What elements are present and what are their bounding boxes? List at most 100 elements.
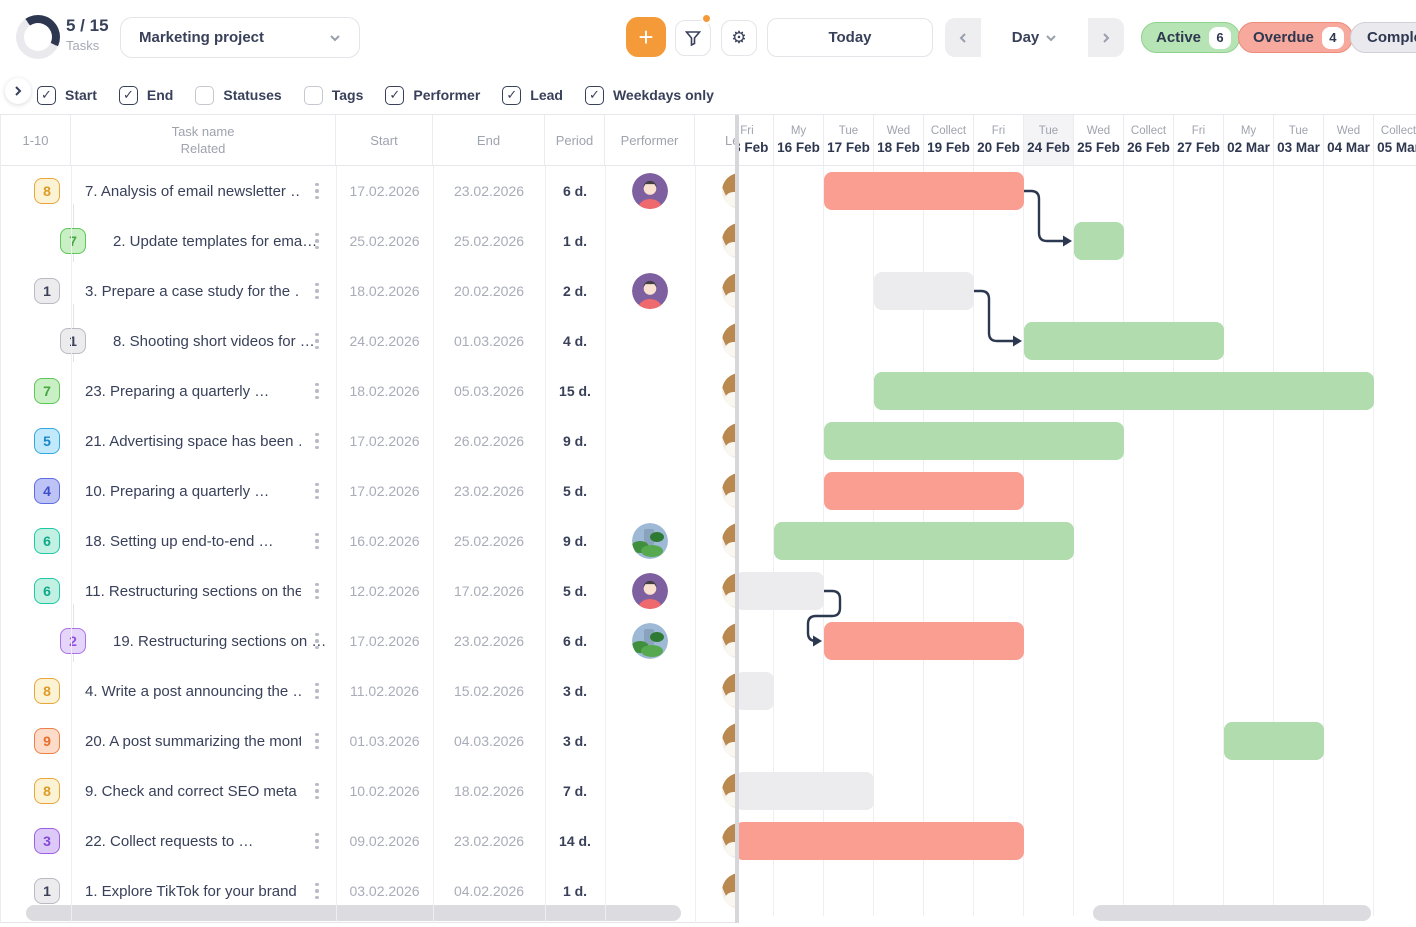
gantt-task-bar[interactable] — [824, 472, 1024, 510]
lead-avatar[interactable] — [722, 223, 735, 259]
gantt-date-column-header[interactable]: Tue 17 Feb — [824, 115, 874, 165]
toggle-end[interactable]: ✓ End — [118, 85, 173, 105]
lead-avatar[interactable] — [722, 573, 735, 609]
task-number-badge[interactable]: 1 — [34, 278, 60, 304]
checkbox-checked-icon[interactable]: ✓ — [385, 85, 405, 105]
checkbox-checked-icon[interactable]: ✓ — [37, 85, 56, 105]
table-row[interactable]: 3 22. Collect requests to … 09.02.2026 23.0… — [1, 816, 735, 866]
prev-period-button[interactable] — [945, 18, 981, 57]
checkbox-unchecked-icon[interactable] — [303, 85, 323, 105]
task-menu-button[interactable] — [307, 679, 327, 703]
column-header-lead[interactable]: Lead — [695, 115, 735, 165]
settings-button[interactable]: ⚙ — [721, 20, 757, 56]
task-number-badge[interactable]: 8 — [34, 778, 60, 804]
gantt-date-column-header[interactable]: Collect 26 Feb — [1124, 115, 1174, 165]
column-header-period[interactable]: Period — [545, 115, 605, 165]
filter-button[interactable] — [675, 20, 711, 56]
toggle-statuses[interactable]: Statuses — [195, 85, 282, 105]
task-name[interactable]: 18. Setting up end-to-end … — [85, 532, 274, 550]
table-row[interactable]: 7 23. Preparing a quarterly … 18.02.2026 05… — [1, 366, 735, 416]
gantt-date-column-header[interactable]: Tue 24 Feb — [1024, 115, 1074, 165]
task-number-badge[interactable]: 1 — [34, 878, 60, 904]
table-row[interactable]: 1 8. Shooting short videos for … 24.02.202… — [1, 304, 735, 366]
add-task-button[interactable]: + — [626, 17, 666, 57]
lead-avatar[interactable] — [722, 673, 735, 709]
task-number-badge[interactable]: 6 — [34, 528, 60, 554]
table-row[interactable]: 5 21. Advertising space has been … 17.02.2… — [1, 416, 735, 466]
performer-avatar[interactable] — [632, 573, 668, 609]
today-button[interactable]: Today — [767, 18, 933, 57]
task-menu-button[interactable] — [307, 379, 327, 403]
gantt-task-bar[interactable] — [874, 372, 1374, 410]
task-menu-button[interactable] — [307, 179, 327, 203]
expand-sidebar-button[interactable] — [5, 78, 31, 104]
status-badge-overdue[interactable]: Overdue 4 — [1238, 22, 1353, 53]
task-number-badge[interactable]: 8 — [34, 178, 60, 204]
task-name[interactable]: 1. Explore TikTok for your brand — [85, 882, 297, 900]
task-menu-button[interactable] — [307, 579, 327, 603]
table-row[interactable]: 8 4. Write a post announcing the … 11.02.2… — [1, 666, 735, 716]
checkbox-checked-icon[interactable]: ✓ — [118, 85, 138, 105]
toggle-performer[interactable]: ✓ Performer — [385, 85, 480, 105]
gantt-task-bar[interactable] — [874, 272, 974, 310]
column-header-start[interactable]: Start — [336, 115, 433, 165]
lead-avatar[interactable] — [722, 473, 735, 509]
task-name[interactable]: 10. Preparing a quarterly … — [85, 482, 270, 500]
task-name[interactable]: 2. Update templates for ema… — [113, 232, 318, 250]
performer-avatar[interactable] — [632, 523, 668, 559]
gantt-date-column-header[interactable]: Fri 20 Feb — [974, 115, 1024, 165]
gantt-task-bar[interactable] — [1224, 722, 1324, 760]
task-name[interactable]: 11. Restructuring sections on the … — [85, 582, 301, 600]
task-menu-button[interactable] — [307, 729, 327, 753]
task-name[interactable]: 9. Check and correct SEO meta … — [85, 782, 301, 800]
task-menu-button[interactable] — [307, 329, 327, 353]
table-row[interactable]: 1 3. Prepare a case study for the … 18.02.… — [1, 266, 735, 316]
gantt-date-column-header[interactable]: Collect 19 Feb — [924, 115, 974, 165]
table-row[interactable]: 8 9. Check and correct SEO meta … 10.02.20… — [1, 766, 735, 816]
task-number-badge[interactable]: 2 — [60, 628, 86, 654]
task-menu-button[interactable] — [307, 429, 327, 453]
performer-avatar[interactable] — [632, 273, 668, 309]
toggle-start[interactable]: ✓ Start — [37, 85, 97, 105]
task-number-badge[interactable]: 3 — [34, 828, 60, 854]
project-select[interactable]: Marketing project — [120, 17, 360, 58]
task-name[interactable]: 7. Analysis of email newsletter … — [85, 182, 301, 200]
toggle-tags[interactable]: Tags — [303, 85, 363, 105]
column-header-task-name[interactable]: Task name Related — [71, 115, 336, 165]
lead-avatar[interactable] — [722, 623, 735, 659]
task-number-badge[interactable]: 9 — [34, 728, 60, 754]
lead-avatar[interactable] — [722, 773, 735, 809]
table-row[interactable]: 2 19. Restructuring sections on … 17.02.20… — [1, 604, 735, 666]
zoom-level-select[interactable]: Day — [981, 18, 1088, 57]
gantt-horizontal-scrollbar[interactable] — [1093, 905, 1371, 921]
task-number-badge[interactable]: 1 — [60, 328, 86, 354]
gantt-date-column-header[interactable]: My 02 Mar — [1224, 115, 1274, 165]
panel-splitter[interactable] — [735, 115, 739, 923]
gantt-date-column-header[interactable]: Collect 05 Mar — [1374, 115, 1416, 165]
table-row[interactable]: 6 11. Restructuring sections on the … 12.0… — [1, 566, 735, 616]
gantt-task-bar[interactable] — [1024, 322, 1224, 360]
task-number-badge[interactable]: 8 — [34, 678, 60, 704]
gantt-task-bar[interactable] — [1074, 222, 1124, 260]
task-name[interactable]: 22. Collect requests to … — [85, 832, 254, 850]
status-badge-complete[interactable]: Comple — [1350, 22, 1416, 53]
task-name[interactable]: 20. A post summarizing the mont… — [85, 732, 301, 750]
status-badge-active[interactable]: Active 6 — [1141, 22, 1241, 53]
task-number-badge[interactable]: 5 — [34, 428, 60, 454]
task-name[interactable]: 3. Prepare a case study for the … — [85, 282, 301, 300]
gantt-date-column-header[interactable]: Wed 18 Feb — [874, 115, 924, 165]
task-number-badge[interactable]: 4 — [34, 478, 60, 504]
checkbox-checked-icon[interactable]: ✓ — [584, 85, 604, 105]
gantt-date-column-header[interactable]: Tue 03 Mar — [1274, 115, 1324, 165]
task-menu-button[interactable] — [307, 279, 327, 303]
performer-avatar[interactable] — [632, 623, 668, 659]
gantt-date-column-header[interactable]: Wed 04 Mar — [1324, 115, 1374, 165]
gantt-task-bar[interactable] — [735, 772, 874, 810]
column-header-end[interactable]: End — [433, 115, 545, 165]
gantt-date-column-header[interactable]: Fri 27 Feb — [1174, 115, 1224, 165]
table-row[interactable]: 4 10. Preparing a quarterly … 17.02.2026 23… — [1, 466, 735, 516]
lead-avatar[interactable] — [722, 173, 735, 209]
task-menu-button[interactable] — [307, 829, 327, 853]
task-name[interactable]: 23. Preparing a quarterly … — [85, 382, 270, 400]
lead-avatar[interactable] — [722, 273, 735, 309]
